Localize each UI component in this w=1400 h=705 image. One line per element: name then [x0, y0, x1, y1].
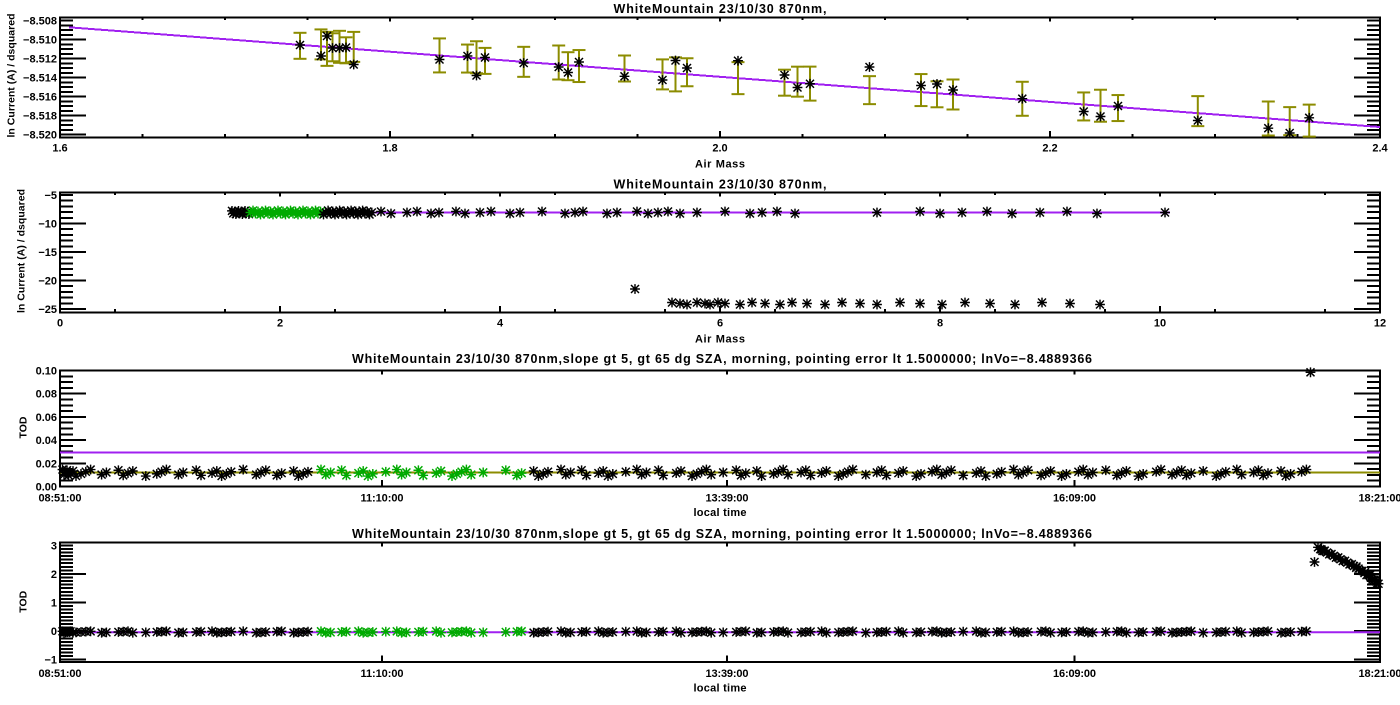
- svg-text:3: 3: [51, 540, 57, 552]
- svg-text:−10: −10: [38, 219, 57, 231]
- svg-text:−15: −15: [38, 247, 57, 259]
- svg-text:08:51:00: 08:51:00: [39, 493, 82, 505]
- svg-text:1: 1: [51, 598, 57, 610]
- svg-text:0.02: 0.02: [36, 458, 57, 470]
- svg-text:18:21:00: 18:21:00: [1359, 493, 1400, 505]
- svg-text:Air Mass: Air Mass: [695, 334, 745, 346]
- svg-text:13:39:00: 13:39:00: [706, 668, 749, 680]
- svg-text:0: 0: [57, 318, 63, 330]
- svg-text:−8.518: −8.518: [23, 111, 57, 123]
- svg-text:11:10:00: 11:10:00: [361, 668, 404, 680]
- svg-text:−5: −5: [44, 190, 57, 202]
- svg-text:−8.520: −8.520: [23, 130, 57, 142]
- svg-text:WhiteMountain 23/10/30 870nm,: WhiteMountain 23/10/30 870nm,: [614, 178, 827, 192]
- svg-text:0.06: 0.06: [36, 412, 57, 424]
- svg-text:TOD: TOD: [18, 590, 30, 612]
- svg-text:0.04: 0.04: [36, 435, 58, 447]
- svg-text:18:21:00: 18:21:00: [1359, 668, 1400, 680]
- svg-text:8: 8: [937, 318, 943, 330]
- svg-text:−8.514: −8.514: [23, 73, 58, 85]
- svg-text:−8.508: −8.508: [23, 16, 57, 28]
- svg-text:1.8: 1.8: [382, 143, 397, 155]
- svg-text:ln Current (A) / dsquared: ln Current (A) / dsquared: [6, 14, 18, 138]
- svg-text:2: 2: [51, 569, 57, 581]
- svg-text:local time: local time: [694, 683, 747, 695]
- svg-text:−25: −25: [38, 304, 57, 316]
- svg-text:6: 6: [717, 318, 723, 330]
- svg-text:16:09:00: 16:09:00: [1053, 668, 1096, 680]
- svg-text:13:39:00: 13:39:00: [706, 493, 749, 505]
- svg-text:2: 2: [277, 318, 283, 330]
- svg-text:−1: −1: [44, 655, 57, 667]
- svg-text:−8.516: −8.516: [23, 92, 57, 104]
- svg-text:11:10:00: 11:10:00: [361, 493, 404, 505]
- svg-text:16:09:00: 16:09:00: [1053, 493, 1096, 505]
- svg-text:0.08: 0.08: [36, 389, 57, 401]
- svg-text:12: 12: [1374, 318, 1386, 330]
- svg-text:2.2: 2.2: [1042, 143, 1057, 155]
- svg-text:4: 4: [497, 318, 504, 330]
- svg-text:WhiteMountain 23/10/30 870nm,s: WhiteMountain 23/10/30 870nm,slope gt 5,…: [352, 352, 1092, 366]
- svg-text:1.6: 1.6: [52, 143, 67, 155]
- svg-text:0.10: 0.10: [36, 366, 57, 378]
- svg-text:ln Current (A) / dsquared: ln Current (A) / dsquared: [16, 189, 28, 313]
- svg-text:WhiteMountain 23/10/30 870nm,: WhiteMountain 23/10/30 870nm,: [614, 2, 827, 16]
- svg-text:TOD: TOD: [18, 416, 30, 438]
- svg-text:0: 0: [51, 626, 57, 638]
- svg-text:−8.510: −8.510: [23, 35, 57, 47]
- svg-text:08:51:00: 08:51:00: [39, 668, 82, 680]
- svg-text:10: 10: [1154, 318, 1166, 330]
- svg-text:WhiteMountain 23/10/30 870nm,s: WhiteMountain 23/10/30 870nm,slope gt 5,…: [352, 527, 1092, 541]
- svg-text:2.0: 2.0: [712, 143, 727, 155]
- svg-text:−8.512: −8.512: [23, 54, 57, 66]
- svg-text:2.4: 2.4: [1372, 143, 1388, 155]
- svg-text:−20: −20: [38, 276, 57, 288]
- svg-text:local time: local time: [694, 507, 747, 519]
- svg-text:Air Mass: Air Mass: [695, 159, 745, 171]
